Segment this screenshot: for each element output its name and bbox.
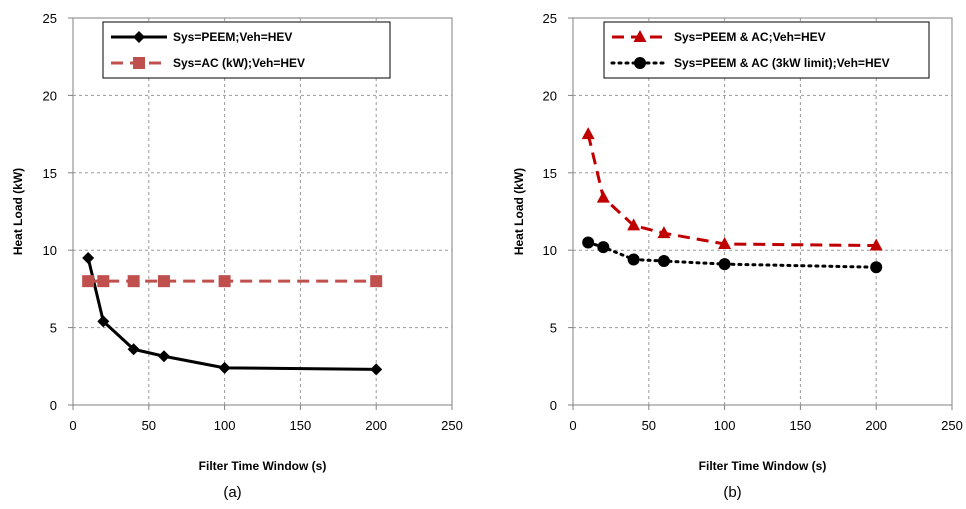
chart-a-series-1-point-2 (127, 275, 140, 288)
chart-a-xtick-label-5: 250 (441, 418, 463, 433)
chart-a-series-0-point-1 (97, 315, 110, 328)
chart-b-series-1-point-0 (582, 236, 595, 249)
chart-a-series-0-point-2 (127, 343, 140, 356)
chart-b-series-0-point-1 (596, 190, 610, 203)
chart-b-legend-box (603, 21, 930, 79)
chart-b-series-1-point-3 (657, 255, 670, 268)
chart-a-ytick-label-3: 15 (43, 166, 57, 181)
chart-a-series-1-point-5 (370, 275, 383, 288)
chart-b-ytick-label-0: 0 (550, 398, 557, 413)
chart-a-ytick-label-4: 20 (43, 88, 57, 103)
chart-b-ytick-label-5: 25 (543, 11, 557, 26)
chart-b-xtick-label-3: 150 (790, 418, 812, 433)
chart-a-xtick-label-0: 0 (69, 418, 76, 433)
chart-b-ytick-label-3: 15 (543, 166, 557, 181)
chart-a-ytick-label-5: 25 (43, 11, 57, 26)
chart-a-legend-box (102, 21, 391, 79)
chart-b-series-1 (582, 236, 883, 274)
chart-b-series-1-point-2 (627, 253, 640, 266)
chart-b-xtick-label-0: 0 (569, 418, 576, 433)
chart-a-ytick-label-0: 0 (50, 398, 57, 413)
chart-a-series-0-point-4 (218, 361, 231, 374)
chart-a-xtick-label-1: 50 (142, 418, 156, 433)
chart-a-legend-label-0: Sys=PEEM;Veh=HEV (173, 30, 292, 44)
chart-a-plot-area (72, 17, 453, 406)
chart-a-legend: Sys=PEEM;Veh=HEV Sys=AC (kW);Veh=HEV (102, 21, 391, 79)
chart-a-panel-label: (a) (223, 484, 241, 501)
chart-b: 0 50 100 150 200 250 0 5 10 15 20 25 Filter Time Win… (512, 11, 963, 501)
chart-b-series-0-point-0 (581, 127, 595, 140)
chart-a-series-1-point-3 (157, 275, 170, 288)
chart-b-series-0-point-5 (869, 238, 883, 251)
chart-b-ytick-label-4: 20 (543, 88, 557, 103)
chart-a-series-0-point-5 (370, 363, 383, 376)
chart-a-series-1-point-4 (218, 275, 231, 288)
chart-b-legend-label-1: Sys=PEEM & AC (3kW limit);Veh=HEV (674, 56, 890, 70)
chart-b-legend-marker-0 (633, 30, 647, 42)
chart-b-xtick-label-5: 250 (941, 418, 963, 433)
chart-b-x-axis-label: Filter Time Window (s) (699, 459, 827, 473)
chart-b-xtick-label-2: 100 (714, 418, 736, 433)
chart-b-xtick-label-1: 50 (642, 418, 656, 433)
chart-a-series-0-point-0 (82, 251, 95, 264)
chart-b-legend-marker-1 (634, 57, 646, 69)
chart-a-xtick-label-3: 150 (290, 418, 312, 433)
chart-b-series-1-point-4 (718, 258, 731, 271)
chart-b-series-1-point-1 (597, 241, 610, 254)
chart-b-plot-area (572, 17, 953, 406)
chart-a-x-axis-label: Filter Time Window (s) (199, 459, 327, 473)
chart-a-series-1-point-1 (97, 275, 110, 288)
chart-b-y-axis-label: Heat Load (kW) (512, 168, 526, 255)
chart-a-xtick-label-2: 100 (214, 418, 236, 433)
chart-b-legend: Sys=PEEM & AC;Veh=HEV Sys=PEEM & AC (3kW … (603, 21, 930, 79)
chart-a-series-1 (82, 275, 383, 288)
chart-b-ytick-label-2: 10 (543, 243, 557, 258)
chart-a-ytick-label-2: 10 (43, 243, 57, 258)
chart-b-legend-label-0: Sys=PEEM & AC;Veh=HEV (674, 30, 826, 44)
chart-b-series-1-point-5 (870, 261, 883, 274)
chart-b-series-0 (581, 127, 883, 251)
chart-a-series-0-point-3 (157, 350, 170, 363)
chart-b-series-0-point-2 (627, 218, 641, 231)
chart-a-series-0 (82, 251, 383, 376)
chart-a-xtick-label-4: 200 (365, 418, 387, 433)
chart-b-xtick-label-4: 200 (865, 418, 887, 433)
chart-a-y-axis-label: Heat Load (kW) (11, 168, 25, 255)
chart-b-ytick-label-1: 5 (550, 321, 557, 336)
chart-b-series-0-point-4 (718, 237, 732, 250)
chart-a-legend-marker-1 (133, 57, 145, 69)
chart-a: 0 50 100 150 200 250 0 5 10 15 20 25 Filter Time Win… (11, 11, 463, 501)
chart-a-ytick-label-1: 5 (50, 321, 57, 336)
chart-a-series-1-point-0 (82, 275, 95, 288)
chart-a-legend-marker-0 (133, 31, 145, 43)
chart-b-panel-label: (b) (723, 484, 741, 501)
chart-b-series-0-point-3 (657, 226, 671, 239)
chart-b-series-0-line (586, 133, 877, 248)
chart-a-legend-label-1: Sys=AC (kW);Veh=HEV (173, 56, 305, 70)
chart-a-series-0-line (86, 257, 377, 371)
